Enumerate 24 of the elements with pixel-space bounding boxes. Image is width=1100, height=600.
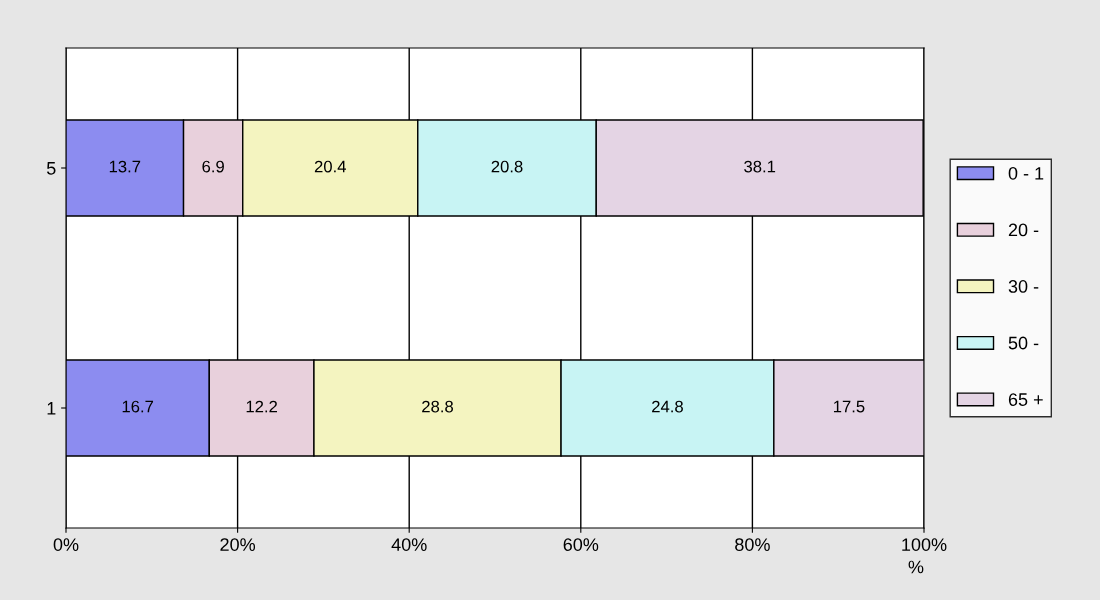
data-label: 20.8	[491, 160, 523, 173]
data-label: 12.2	[246, 400, 278, 413]
data-label: 28.8	[422, 400, 454, 413]
data-label: 20.4	[314, 160, 346, 173]
x-tick-label: 40%	[391, 538, 427, 551]
data-label: 6.9	[202, 160, 224, 173]
data-label: 13.7	[109, 160, 141, 173]
x-axis-title: %	[908, 560, 924, 574]
x-tick-label: 100%	[902, 538, 947, 551]
x-tick-label: 0%	[53, 538, 79, 551]
x-tick-label: 20%	[220, 538, 256, 551]
data-label: 24.8	[652, 400, 683, 413]
legend-label: 50 -	[1008, 336, 1039, 350]
legend-label: 30 -	[1008, 280, 1039, 293]
legend-label: 65 +	[1008, 393, 1043, 406]
data-label: 17.5	[833, 400, 865, 413]
x-tick-label: 60%	[563, 538, 599, 551]
legend-label: 20 -	[1008, 223, 1039, 237]
data-label: 38.1	[744, 160, 776, 173]
y-tick-label: 1	[47, 402, 56, 415]
legend-label: 0 - 1	[1008, 166, 1044, 180]
data-label: 16.7	[122, 400, 154, 413]
y-tick-label: 5	[46, 162, 56, 175]
x-tick-label: 80%	[735, 538, 770, 551]
